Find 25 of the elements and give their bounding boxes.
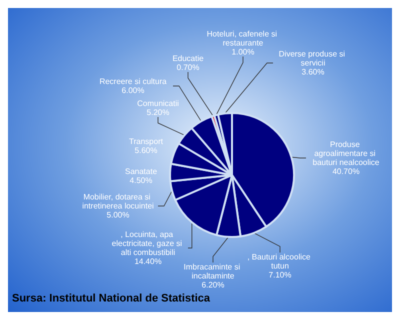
slice-label: Comunicatii	[137, 99, 180, 108]
slice-label: Sanatate	[124, 167, 158, 176]
slice-label: Recreere si cultura	[99, 77, 168, 86]
data-label: 5.00%	[106, 210, 130, 220]
slice-label: Educatie	[172, 54, 204, 63]
slice-label: , Locuinta, apa electricitate, gaze si alti combustibili	[112, 230, 184, 257]
slice-label: Hoteluri, cafenele si restaurante	[206, 30, 280, 48]
slice-label: , Bauturi alcoolice tutun	[247, 252, 313, 270]
data-label: 7.10%	[268, 270, 292, 280]
data-label: 14.40%	[134, 257, 162, 266]
data-label: 1.00%	[232, 48, 254, 56]
data-label: 0.70%	[176, 63, 200, 72]
slice-label: Mobilier, dotarea si intretinerea locuintei	[82, 192, 154, 210]
data-label: 6.20%	[202, 280, 224, 290]
data-label: 4.50%	[130, 176, 152, 185]
data-label: 40.70%	[332, 167, 360, 176]
slice-label: Imbracaminte si incaltaminte	[184, 262, 242, 280]
slice-label: Transport	[129, 137, 164, 146]
data-label: 5.60%	[134, 146, 158, 155]
data-label: 6.00%	[122, 86, 144, 95]
slice-label: Diverse produse si servicii	[278, 50, 348, 68]
data-label: 3.60%	[302, 68, 324, 76]
slice-label: Produse agroalimentare si bauturi nealcoolice	[312, 140, 380, 167]
data-label: 5.20%	[146, 108, 170, 117]
text: Sursa: Institutul National de Statistica	[12, 292, 211, 304]
